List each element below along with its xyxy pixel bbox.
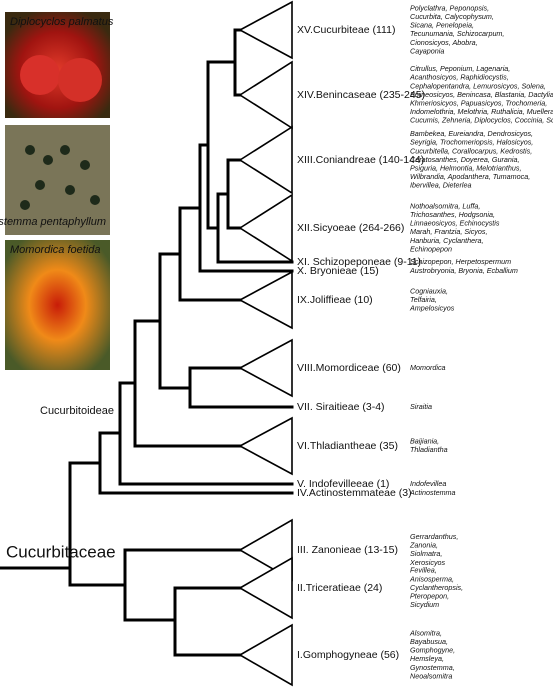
tribe-label: XV.Cucurbiteae (111) [297, 24, 395, 36]
fruit [58, 58, 102, 102]
tribe-label: IX.Joliffieae (10) [297, 294, 373, 306]
genera: Cogniauxia, [410, 286, 448, 295]
genera: Hanburia, Cyclanthera, [410, 236, 484, 245]
genera: Cucurbita, Calycophysum, [410, 12, 494, 21]
fruit [20, 55, 60, 95]
genera: Gerrardanthus, [410, 532, 458, 541]
clade-triangle [238, 556, 293, 620]
tribe-label: V. Indofevilleeae (1) [297, 478, 389, 490]
subfamily-label: Cucurbitoideae [40, 405, 114, 417]
tribe-label: XIII.Coniandreae (140-144) [297, 154, 424, 166]
genera: Bambekea, Eureiandra, Dendrosicyos, [410, 129, 533, 138]
genera: Neoalsomitra [410, 671, 452, 680]
tree [0, 0, 294, 687]
genera: Cucurbitella, Corallocarpus, Kedrostis, [410, 146, 532, 155]
photo-caption: Momordica foetida [10, 244, 101, 256]
genera: Fevillea, [410, 566, 437, 575]
genera: Marah, Frantzia, Sicyos, [410, 227, 488, 236]
tribe-label: IV.Actinostemmateae (3) [297, 487, 412, 499]
genera: Zanonia, [409, 541, 438, 550]
genera: Telfairia, [410, 295, 437, 304]
tribe-label: III. Zanonieae (13-15) [297, 544, 398, 556]
genera: Citrullus, Peponium, Lagenaria, [410, 64, 510, 73]
genera: Gynostemma, [410, 663, 455, 672]
genera: Cyclantheropsis, [410, 583, 463, 592]
genera: Khmeriosicyos, Papuasicyos, Trochomeria, [410, 99, 547, 108]
genera: Actinostemma [409, 488, 456, 497]
tribe-label: VI.Thladiantheae (35) [297, 440, 398, 452]
photo [5, 240, 110, 370]
tribe-label: XIV.Benincaseae (235-245) [297, 89, 425, 101]
tribe-label: XI. Schizopeponeae (9-11) [297, 256, 421, 268]
clade-triangle [238, 60, 293, 130]
genera: Anisosperma, [409, 574, 454, 583]
genera: Austrobryonia, Bryonia, Ecballium [409, 266, 518, 275]
genera: Hemsleya, [410, 654, 444, 663]
genera: Siraitia [410, 402, 432, 411]
genera: Acanthosicyos, Raphidiocystis, [409, 73, 509, 82]
genera: Momordica [410, 363, 446, 372]
genera: Cionosicyos, Abobra, [410, 38, 478, 47]
genera: Echinopepon [410, 244, 452, 253]
genera: Cucumis, Zehneria, Diplocyclos, Coccinia… [410, 116, 553, 125]
genera: Bayabusua, [410, 637, 448, 646]
genera: Pteropepon, [410, 592, 449, 601]
genera: Cephalopentandra, Lemurosicyos, Solena, [410, 81, 546, 90]
genera: Xerosicyos [409, 558, 446, 567]
genera: Schizopepon, Herpetospermum [410, 257, 511, 266]
genera: Gomphogyne, [410, 646, 455, 655]
tribe-label: I.Gomphogyneae (56) [297, 649, 399, 661]
genera: Thladiantha [410, 445, 448, 454]
genera: Indomelothria, Melothria, Ruthalicia, Mu… [410, 107, 553, 116]
genera: Tecunumania, Schizocarpum, [410, 29, 504, 38]
genera: Sicydium [410, 600, 439, 609]
clade-triangle [238, 270, 293, 330]
genera: Alsomitra, [409, 628, 442, 637]
tribe-label: II.Triceratieae (24) [297, 582, 382, 594]
genera: Cayaponia [410, 46, 444, 55]
clade-triangle [238, 0, 293, 60]
clade-triangle [238, 193, 293, 263]
clade-triangle [238, 125, 293, 195]
genera: Seyrigia, Trochomeriopsis, Halosicyos, [410, 138, 533, 147]
root-label: Cucurbitaceae [6, 542, 116, 561]
genera: Siolmatra, [410, 549, 442, 558]
genera: Indofevillea [410, 479, 446, 488]
genera: Baijiania, [410, 437, 439, 446]
tribe-label: VII. Siraitieae (3-4) [297, 401, 385, 413]
genera: Sicana, Penelopeia, [410, 21, 474, 30]
clade-triangle [238, 623, 293, 687]
genera: Borneosicyos, Benincasa, Blastania, Dact… [410, 90, 553, 99]
photo-caption: Diplocyclos palmatus [10, 16, 114, 28]
tribe-label: VIII.Momordiceae (60) [297, 362, 401, 374]
photo [5, 125, 110, 235]
genera: Ampelosicyos [409, 304, 455, 313]
genera: Polyclathra, Peponopsis, [410, 3, 489, 12]
photo-caption: Gynostemma pentaphyllum [0, 216, 106, 228]
clade-triangle [238, 338, 293, 398]
genera: Linnaeosicyos, Echinocystis [410, 219, 500, 228]
berries [20, 145, 100, 210]
tribe-label: X. Bryonieae (15) [297, 265, 379, 277]
genera: Ceratosanthes, Doyerea, Gurania, [410, 155, 519, 164]
clade-triangle [238, 416, 293, 476]
genera: Wilbrandia, Apodanthera, Tumamoca, [410, 172, 530, 181]
tribe-label: XII.Sicyoeae (264-266) [297, 222, 404, 234]
genera: Nothoalsomitra, Luffa, [410, 201, 480, 210]
genera: Psiguria, Helmontia, Melotrianthus, [410, 164, 521, 173]
genera: Trichosanthes, Hodgsonia, [410, 210, 495, 219]
genera: Ibervillea, Dieterlea [410, 181, 472, 190]
